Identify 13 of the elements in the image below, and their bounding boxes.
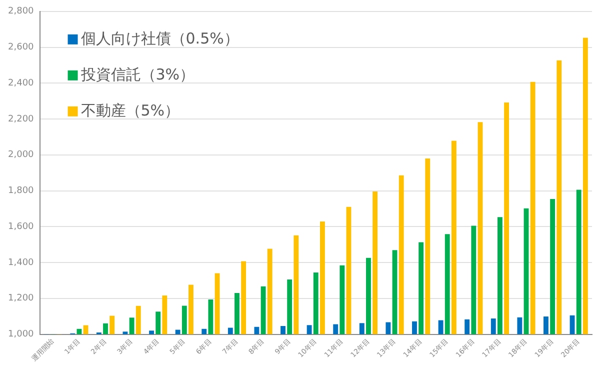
y-tick-label: 2,400: [8, 78, 34, 88]
y-tick-label: 1,600: [8, 222, 34, 232]
legend-label: 個人向け社債（0.5%）: [80, 29, 239, 48]
legend-label: 投資信託（3%）: [80, 65, 195, 84]
y-tick-label: 1,200: [8, 294, 34, 304]
y-tick-label: 2,200: [8, 114, 34, 124]
y-tick-label: 1,800: [8, 186, 34, 196]
legend-label: 不動産（5%）: [80, 101, 180, 120]
y-tick-label: 2,000: [8, 150, 34, 160]
y-tick-label: 2,800: [8, 6, 34, 17]
y-tick-label: 1,000: [8, 330, 34, 340]
y-tick-label: 2,600: [8, 42, 34, 53]
y-tick-label: 1,400: [8, 258, 34, 268]
